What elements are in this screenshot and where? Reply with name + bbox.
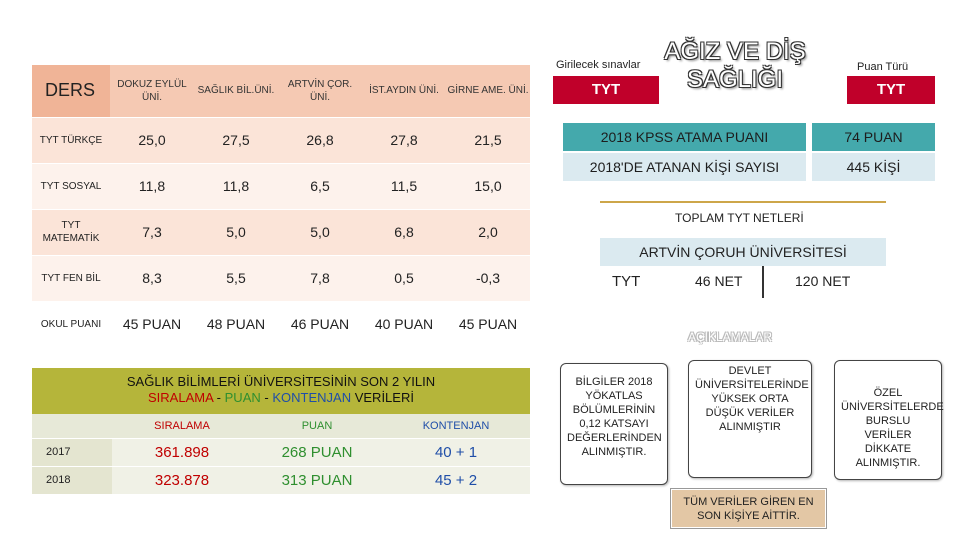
siralama-cell: 361.898 — [112, 437, 252, 466]
cell: 27,8 — [362, 117, 446, 164]
cell: 5,5 — [194, 255, 278, 302]
table-row: TYT TÜRKÇE 25,0 27,5 26,8 27,8 21,5 — [32, 117, 530, 164]
row-label: TYT FEN BİL — [32, 255, 110, 302]
table-row: TYT MATEMATİK 7,3 5,0 5,0 6,8 2,0 — [32, 209, 530, 256]
column-header: ARTVİN ÇOR. ÜNİ. — [278, 65, 362, 118]
kontenjan-cell: 40 + 1 — [382, 437, 530, 466]
nets-value: 46 NET — [695, 273, 743, 289]
cell: 7,8 — [278, 255, 362, 302]
cell: 0,5 — [362, 255, 446, 302]
column-header: GİRNE AME. ÜNİ. — [446, 65, 530, 118]
cell: 2,0 — [446, 209, 530, 256]
cell: 25,0 — [110, 117, 194, 164]
ranking-title-line1: SAĞLIK BİLİMLERİ ÜNİVERSİTESİNİN SON 2 Y… — [126, 374, 436, 389]
kpss-label: 2018 KPSS ATAMA PUANI — [563, 123, 806, 151]
cell: 11,8 — [194, 163, 278, 210]
cell: 5,0 — [194, 209, 278, 256]
cell: 11,5 — [362, 163, 446, 210]
cell: 21,5 — [446, 117, 530, 164]
score-table: DERS DOKUZ EYLÜL ÜNİ. SAĞLIK BİL.ÜNİ. AR… — [32, 65, 530, 348]
table-row: OKUL PUANI 45 PUAN 48 PUAN 46 PUAN 40 PU… — [32, 301, 530, 348]
table-row: 2018 323.878 313 PUAN 45 + 2 — [32, 465, 530, 494]
cell: 45 PUAN — [446, 301, 530, 348]
title-sep: - — [216, 390, 222, 405]
cell: 11,8 — [110, 163, 194, 210]
table-row: TYT SOSYAL 11,8 11,8 6,5 11,5 15,0 — [32, 163, 530, 210]
title-veriler: VERİLERİ — [354, 390, 414, 405]
row-label: TYT SOSYAL — [32, 163, 110, 210]
ders-header: DERS — [32, 65, 110, 118]
year-cell: 2018 — [32, 465, 112, 494]
cell: 40 PUAN — [362, 301, 446, 348]
column-header: SAĞLIK BİL.ÜNİ. — [194, 65, 278, 118]
cell: 6,8 — [362, 209, 446, 256]
cell: 5,0 — [278, 209, 362, 256]
kontenjan-cell: 45 + 2 — [382, 465, 530, 494]
title-kontenjan: KONTENJAN — [272, 390, 352, 405]
nets-max: 120 NET — [795, 273, 851, 289]
girilecek-value: TYT — [553, 76, 659, 104]
cell: 45 PUAN — [110, 301, 194, 348]
puan-cell: 268 PUAN — [252, 437, 382, 466]
ranking-header-row: SIRALAMA PUAN KONTENJAN — [32, 414, 530, 438]
nets-tyt-label: TYT — [612, 273, 641, 290]
nets-university: ARTVİN ÇORUH ÜNİVERSİTESİ — [600, 238, 886, 266]
ranking-title: SAĞLIK BİLİMLERİ ÜNİVERSİTESİNİN SON 2 Y… — [32, 368, 530, 414]
nets-title: TOPLAM TYT NETLERİ — [675, 211, 804, 225]
cell: 8,3 — [110, 255, 194, 302]
cell: 48 PUAN — [194, 301, 278, 348]
column-header: DOKUZ EYLÜL ÜNİ. — [110, 65, 194, 118]
row-label: OKUL PUANI — [32, 301, 110, 348]
note-yokatlas: BİLGİLER 2018 YÖKATLAS BÖLÜMLERİNİN 0,12… — [560, 363, 668, 485]
header-siralama: SIRALAMA — [112, 414, 252, 438]
ranking-table: SAĞLIK BİLİMLERİ ÜNİVERSİTESİNİN SON 2 Y… — [32, 368, 530, 494]
table-header-row: DERS DOKUZ EYLÜL ÜNİ. SAĞLIK BİL.ÜNİ. AR… — [32, 65, 530, 118]
kpss-value: 74 PUAN — [812, 123, 935, 151]
puan-turu-value: TYT — [847, 76, 935, 104]
row-label: TYT TÜRKÇE — [32, 117, 110, 164]
column-header: İST.AYDIN ÜNİ. — [362, 65, 446, 118]
department-title: AĞIZ VE DİŞ SAĞLIĞI — [664, 38, 806, 93]
puan-turu-label: Puan Türü — [857, 61, 909, 73]
girilecek-label: Girilecek sınavlar — [556, 59, 641, 71]
row-label: TYT MATEMATİK — [32, 209, 110, 256]
atanan-value: 445 KİŞİ — [812, 153, 935, 181]
nets-divider — [600, 201, 886, 203]
cell: 7,3 — [110, 209, 194, 256]
aciklamalar-title: AÇIKLAMALAR — [688, 330, 773, 344]
title-sep: - — [264, 390, 269, 405]
cell: 27,5 — [194, 117, 278, 164]
table-row: 2017 361.898 268 PUAN 40 + 1 — [32, 437, 530, 466]
title-puan: PUAN — [224, 390, 261, 405]
cell: 15,0 — [446, 163, 530, 210]
header-kontenjan: KONTENJAN — [382, 414, 530, 438]
siralama-cell: 323.878 — [112, 465, 252, 494]
note-devlet: DEVLET ÜNİVERSİTELERİNDE YÜKSEK ORTA DÜŞ… — [688, 360, 812, 478]
year-cell: 2017 — [32, 437, 112, 466]
cell: 6,5 — [278, 163, 362, 210]
note-son-kisi: TÜM VERİLER GİREN EN SON KİŞİYE AİTTİR. — [671, 489, 826, 528]
atanan-label: 2018'DE ATANAN KİŞİ SAYISI — [563, 153, 806, 181]
ranking-title-line2: SIRALAMA - PUAN - KONTENJAN VERİLERİ — [32, 390, 530, 406]
nets-separator — [762, 266, 764, 298]
cell: 46 PUAN — [278, 301, 362, 348]
empty-cell — [32, 414, 112, 438]
cell: -0,3 — [446, 255, 530, 302]
title-siralama: SIRALAMA — [148, 390, 214, 405]
cell: 26,8 — [278, 117, 362, 164]
table-row: TYT FEN BİL 8,3 5,5 7,8 0,5 -0,3 — [32, 255, 530, 302]
note-ozel: ÖZEL ÜNİVERSİTELERDE BURSLU VERİLER DİKK… — [834, 360, 944, 480]
header-puan: PUAN — [252, 414, 382, 438]
puan-cell: 313 PUAN — [252, 465, 382, 494]
